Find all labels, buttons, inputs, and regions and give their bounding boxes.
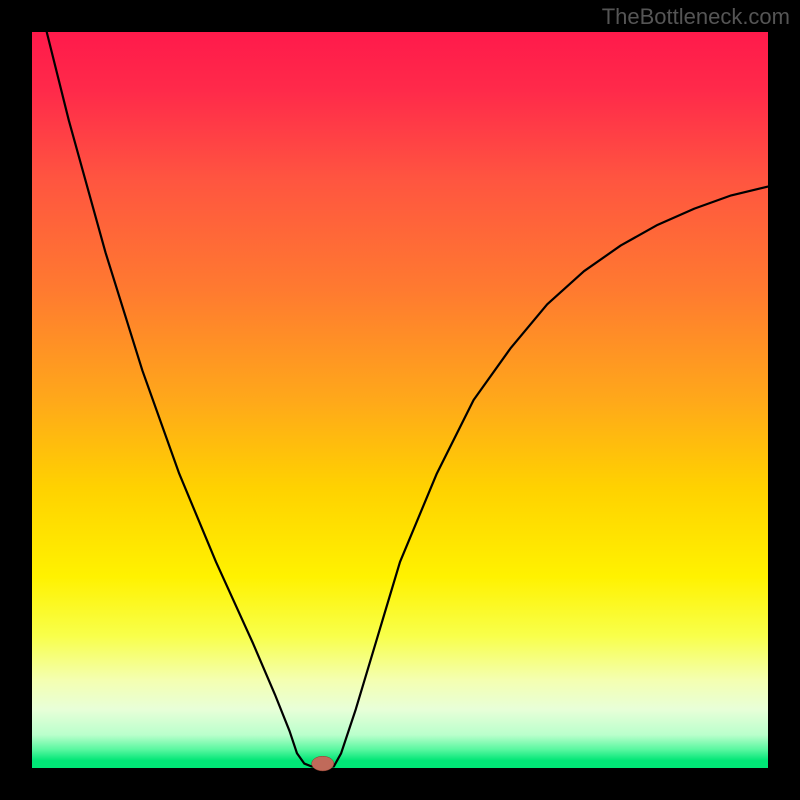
watermark-label: TheBottleneck.com: [602, 4, 790, 30]
bottleneck-chart: [0, 0, 800, 800]
chart-plot-area: [32, 32, 768, 768]
chart-container: TheBottleneck.com: [0, 0, 800, 800]
optimal-point-marker: [312, 756, 334, 771]
